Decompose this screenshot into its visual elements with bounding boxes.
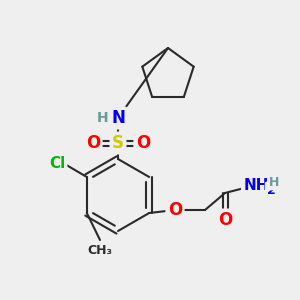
Text: S: S [112,134,124,152]
Text: 2: 2 [267,184,275,196]
Text: H: H [97,111,109,125]
Text: O: O [168,201,182,219]
Text: CH₃: CH₃ [88,244,112,256]
Text: O: O [86,134,100,152]
Text: N: N [111,109,125,127]
Text: Cl: Cl [49,155,65,170]
Text: NH: NH [243,178,269,194]
Text: O: O [218,211,232,229]
Text: H: H [269,176,279,188]
Text: O: O [136,134,150,152]
